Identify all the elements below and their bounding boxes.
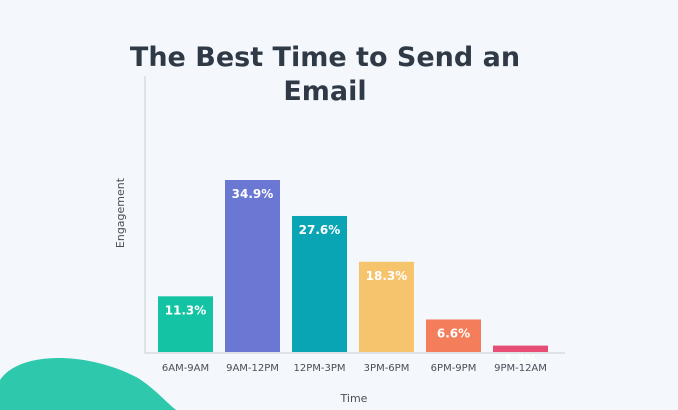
bar-3pm-6pm [359,261,414,352]
x-tick-label-3pm-6pm: 3PM-6PM [364,363,410,374]
x-tick-label-6pm-9pm: 6PM-9PM [431,363,477,374]
x-axis-label: Time [340,392,368,405]
data-label-6am-9am: 11.3% [165,303,207,317]
chart-title-line-2: Email [283,76,366,107]
x-tick-label-12pm-3pm: 12PM-3PM [293,363,345,374]
decorative-wave [0,358,176,410]
y-axis-label: Engagement [114,177,127,248]
bar-9pm-12am [493,345,548,352]
x-tick-label-6am-9am: 6AM-9AM [162,363,209,374]
data-label-6pm-9pm: 6.6% [437,326,470,340]
data-label-9am-12pm: 34.9% [232,187,274,201]
bar-9am-12pm [225,180,280,352]
chart-title-line-1: The Best Time to Send an [130,42,520,73]
data-label-9pm-12am: 1.3% [504,353,537,367]
data-label-3pm-6pm: 18.3% [366,269,408,283]
bar-6am-9am [158,296,213,352]
bar-12pm-3pm [292,215,347,352]
x-tick-label-9am-12pm: 9AM-12PM [226,363,279,374]
bar-6pm-9pm [426,319,481,352]
x-tick-label-9pm-12am: 9PM-12AM [494,363,547,374]
data-label-12pm-3pm: 27.6% [299,223,341,237]
bars-group: 11.3% 6AM-9AM 34.9% 9AM-12PM 27.6% 12PM-3PM 18… [158,180,548,374]
